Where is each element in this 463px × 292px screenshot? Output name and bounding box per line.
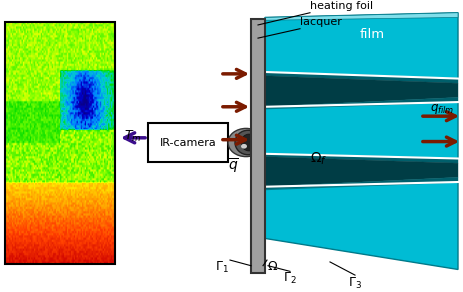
Text: $T_m$: $T_m$ [124, 128, 141, 143]
Polygon shape [264, 102, 457, 159]
Ellipse shape [240, 144, 246, 149]
Text: $\overline{q}$: $\overline{q}$ [227, 157, 238, 176]
Ellipse shape [234, 130, 260, 155]
Text: heating foil: heating foil [309, 1, 372, 11]
Polygon shape [264, 76, 457, 107]
Text: IR-camera: IR-camera [159, 138, 216, 147]
Text: $q_{film}$: $q_{film}$ [429, 102, 453, 116]
Polygon shape [264, 13, 457, 79]
Polygon shape [251, 38, 265, 232]
Bar [148, 123, 227, 162]
Polygon shape [264, 72, 457, 83]
Text: film: film [359, 28, 384, 41]
Text: $\Omega$: $\Omega$ [266, 260, 277, 273]
Text: $\Gamma_2$: $\Gamma_2$ [282, 271, 296, 286]
Polygon shape [264, 177, 457, 190]
Polygon shape [264, 13, 457, 20]
Text: $\Gamma_3$: $\Gamma_3$ [347, 276, 361, 291]
Bar [250, 19, 264, 273]
Polygon shape [264, 182, 457, 270]
Text: $\Gamma_1$: $\Gamma_1$ [215, 260, 228, 275]
Text: lacquer: lacquer [300, 17, 341, 27]
Bar [5, 22, 115, 264]
Text: $\Omega_f$: $\Omega_f$ [309, 150, 327, 167]
Polygon shape [264, 154, 457, 163]
Ellipse shape [240, 134, 257, 151]
Polygon shape [264, 97, 457, 109]
Ellipse shape [227, 128, 263, 157]
Polygon shape [264, 157, 457, 187]
